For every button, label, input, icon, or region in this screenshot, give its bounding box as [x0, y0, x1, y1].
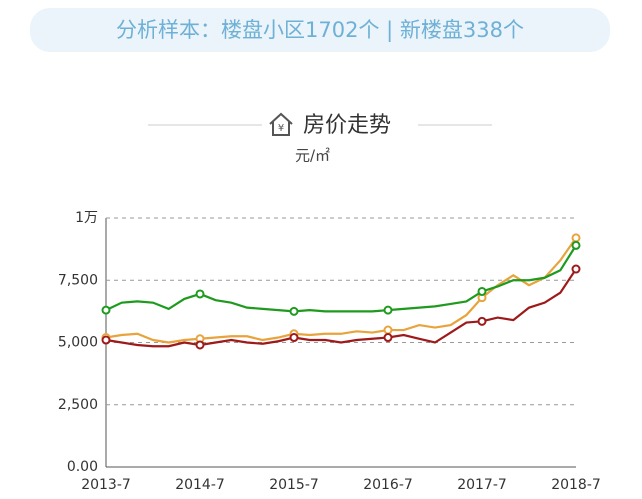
point-marker [383, 333, 393, 343]
point-marker [101, 335, 111, 345]
point-marker [571, 233, 581, 243]
house-icon: ¥ [269, 112, 293, 136]
point-marker [195, 340, 205, 350]
x-tick-label: 2017-7 [457, 477, 507, 493]
banner-text: 分析样本：楼盘小区1702个 | 新楼盘338个 [116, 18, 524, 43]
x-tick-label: 2014-7 [175, 477, 225, 493]
point-marker [477, 286, 487, 296]
x-tick-label: 2018-7 [551, 477, 601, 493]
y-tick-label: 0.00 [67, 459, 98, 475]
point-marker [289, 333, 299, 343]
series-line [105, 237, 577, 344]
point-marker [383, 305, 393, 315]
point-marker [383, 325, 393, 335]
y-tick-label: 2,500 [58, 397, 98, 413]
point-marker [571, 264, 581, 274]
point-marker [289, 306, 299, 316]
banner [30, 8, 610, 52]
y-tick-label: 1万 [75, 210, 98, 226]
x-tick-label: 2013-7 [81, 477, 131, 493]
unit: 元/㎡ [295, 147, 330, 165]
chart-title: 房价走势 [303, 113, 391, 138]
point-marker [101, 305, 111, 315]
point-marker [195, 289, 205, 299]
point-marker [571, 240, 581, 250]
x-tick-label: 2016-7 [363, 477, 413, 493]
series-line [105, 268, 577, 348]
y-tick-label: 5,000 [58, 335, 98, 351]
point-marker [477, 316, 487, 326]
svg-text:¥: ¥ [278, 123, 284, 134]
x-tick-label: 2015-7 [269, 477, 319, 493]
y-tick-label: 7,500 [58, 272, 98, 288]
series-line [105, 244, 577, 313]
